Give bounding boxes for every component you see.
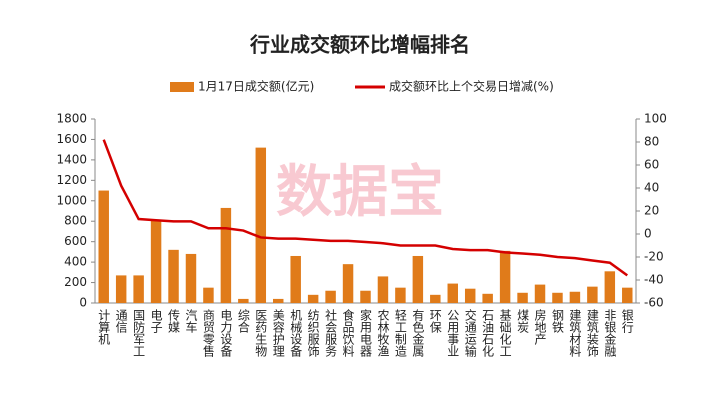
x-tick-label: 电力设备 xyxy=(219,309,233,358)
bar xyxy=(238,298,249,303)
y-tick-label: 600 xyxy=(64,234,87,248)
x-tick-label: 电子 xyxy=(149,309,163,333)
x-tick-label: 计算机 xyxy=(97,309,111,345)
bar xyxy=(430,294,441,303)
bar xyxy=(395,287,406,303)
x-tick-label: 非银金融 xyxy=(603,309,617,358)
bar xyxy=(360,290,371,303)
x-tick-label: 社会服务 xyxy=(324,308,338,357)
y2-tick-label: -60 xyxy=(644,296,664,310)
x-tick-label: 石油石化 xyxy=(481,309,495,358)
y2-tick-label: 0 xyxy=(644,227,652,241)
x-tick-label: 纺织服饰 xyxy=(306,309,320,357)
bar xyxy=(220,207,232,303)
x-tick-label: 钢铁 xyxy=(550,309,564,333)
y-tick-label: 400 xyxy=(64,255,87,269)
y-tick-label: 1800 xyxy=(56,112,87,126)
x-tick-label: 房地产 xyxy=(533,308,547,346)
y2-tick-label: -40 xyxy=(644,273,664,287)
x-tick-label: 建筑材料 xyxy=(568,309,582,357)
x-tick-label: 综合 xyxy=(236,309,250,333)
bar xyxy=(342,264,354,303)
y2-tick-label: 40 xyxy=(644,181,659,195)
bar xyxy=(499,250,511,303)
bar xyxy=(255,147,267,303)
bar xyxy=(273,298,284,303)
x-tick-label: 机械设备 xyxy=(289,309,303,358)
bar xyxy=(377,276,389,303)
bar xyxy=(307,294,319,303)
bar xyxy=(517,292,528,303)
y-tick-label: 0 xyxy=(79,296,87,310)
bar xyxy=(412,255,424,303)
legend-label: 成交额环比上个交易日增减(%) xyxy=(389,79,554,94)
x-tick-label: 农林牧渔 xyxy=(376,309,390,357)
bar xyxy=(447,283,458,303)
bar xyxy=(622,287,633,303)
bar xyxy=(150,220,162,303)
x-tick-label: 银行 xyxy=(620,309,634,333)
x-tick-label: 轻工制造 xyxy=(393,309,407,357)
x-tick-label: 公用事业 xyxy=(446,309,460,357)
line xyxy=(102,139,629,277)
x-tick-label: 基础化工 xyxy=(498,309,512,357)
x-tick-label: 环保 xyxy=(428,309,442,333)
y-tick-label: 1200 xyxy=(56,173,87,187)
bar xyxy=(482,293,493,303)
x-tick-label: 有色金属 xyxy=(411,309,425,358)
bar xyxy=(552,292,563,303)
y-tick-label: 1600 xyxy=(56,132,87,146)
bar xyxy=(587,286,598,303)
y-tick-label: 1400 xyxy=(56,152,87,166)
y-tick-label: 800 xyxy=(64,214,87,228)
x-tick-label: 医药生物 xyxy=(254,309,268,357)
x-tick-label: 国防军工 xyxy=(132,309,146,357)
y-tick-label: 200 xyxy=(64,275,87,289)
legend-label: 1月17日成交额(亿元) xyxy=(198,79,314,94)
y2-tick-label: 20 xyxy=(644,204,659,218)
x-tick-label: 建筑装饰 xyxy=(585,309,599,357)
watermark: 数据宝 xyxy=(276,160,444,225)
bar xyxy=(185,253,197,303)
y2-tick-label: -20 xyxy=(644,250,664,264)
bar xyxy=(604,271,616,303)
chart-title: 行业成交额环比增幅排名 xyxy=(249,33,470,57)
legend-swatch xyxy=(170,82,194,92)
x-tick-label: 汽车 xyxy=(184,308,198,334)
bar xyxy=(325,290,336,303)
bar xyxy=(115,275,127,303)
bar xyxy=(464,288,476,303)
y2-tick-label: 100 xyxy=(644,112,667,126)
x-tick-label: 美容护理 xyxy=(271,309,285,357)
bar xyxy=(534,284,546,303)
y2-tick-label: 80 xyxy=(644,135,659,149)
x-tick-label: 通信 xyxy=(114,309,128,334)
x-tick-label: 家用电器 xyxy=(359,308,373,358)
x-tick-label: 传媒 xyxy=(167,308,181,333)
bar xyxy=(203,287,214,303)
bar xyxy=(133,275,144,303)
x-tick-label: 商贸零售 xyxy=(201,308,215,357)
y-tick-label: 1000 xyxy=(56,193,87,207)
bar xyxy=(168,249,179,303)
bar xyxy=(98,190,109,303)
y2-tick-label: 60 xyxy=(644,158,659,172)
x-tick-label: 交通运输 xyxy=(463,308,477,358)
x-tick-label: 食品饮料 xyxy=(341,308,355,357)
x-tick-label: 煤炭 xyxy=(516,309,530,334)
bar xyxy=(569,291,581,303)
bar xyxy=(290,255,301,303)
